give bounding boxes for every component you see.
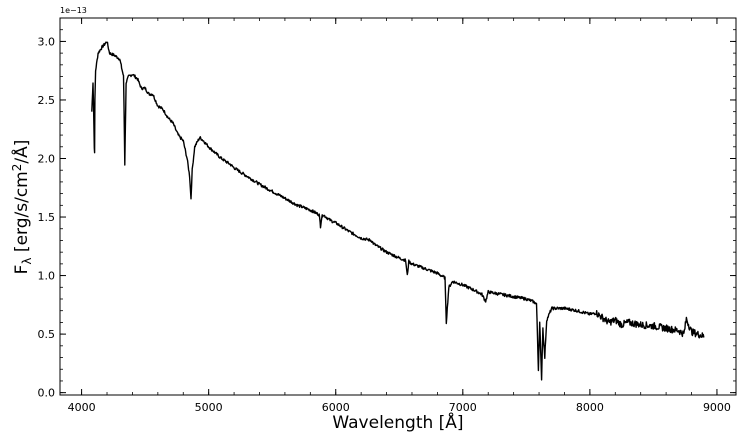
x-tick-labels: 4000 5000 6000 7000 8000 9000 bbox=[68, 401, 731, 414]
y-tick-label: 2.0 bbox=[38, 152, 56, 165]
y-tick-labels: 0.0 0.5 1.0 1.5 2.0 2.5 3.0 bbox=[38, 35, 56, 399]
x-axis-label: Wavelength [Å] bbox=[332, 411, 463, 433]
x-tick-label: 9000 bbox=[703, 401, 731, 414]
y-label-unit-a: [erg/s/cm bbox=[12, 171, 32, 257]
x-tick-label: 8000 bbox=[576, 401, 604, 414]
y-tick-label: 1.0 bbox=[38, 270, 56, 283]
y-label-main: F bbox=[12, 265, 32, 275]
plot-frame bbox=[59, 17, 737, 396]
x-tick-label: 7000 bbox=[449, 401, 477, 414]
y-tick-label: 2.5 bbox=[38, 94, 56, 107]
plot-area bbox=[60, 18, 736, 395]
x-tick-label: 5000 bbox=[195, 401, 223, 414]
x-tick-label: 6000 bbox=[322, 401, 350, 414]
x-tick-label: 4000 bbox=[68, 401, 96, 414]
y-label-sup: 2 bbox=[10, 164, 24, 172]
offset-text: 1e−13 bbox=[60, 6, 87, 15]
spectrum-line bbox=[91, 41, 705, 381]
major-ticks bbox=[60, 18, 736, 395]
y-tick-label: 3.0 bbox=[38, 35, 56, 48]
y-label-sub: λ bbox=[20, 257, 34, 264]
y-axis-label: Fλ [erg/s/cm2/Å] bbox=[10, 140, 34, 275]
y-label-unit-b: /Å] bbox=[10, 140, 32, 164]
y-tick-label: 1.5 bbox=[38, 211, 56, 224]
y-tick-label: 0.0 bbox=[38, 387, 56, 400]
y-tick-label: 0.5 bbox=[38, 328, 56, 341]
